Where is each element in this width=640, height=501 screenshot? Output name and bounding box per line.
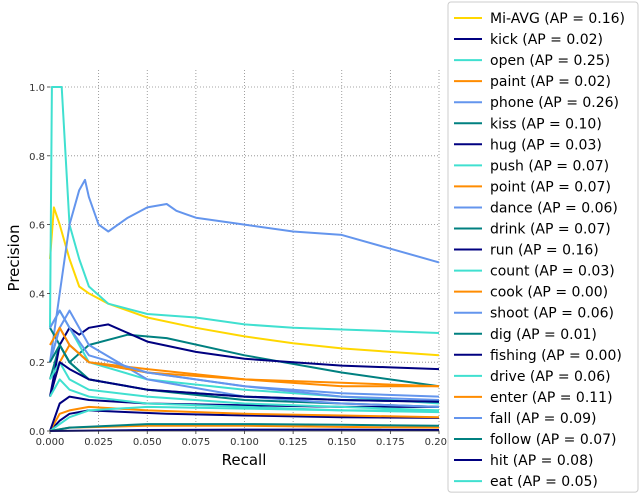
y-tick-label: 0.2 [29, 358, 45, 369]
legend-entry: phone (AP = 0.26) [490, 95, 619, 111]
series-line [49, 361, 440, 412]
legend-entry: open (AP = 0.25) [490, 53, 610, 69]
x-tick-label: 0.200 [425, 437, 454, 448]
series-line [49, 428, 440, 432]
legend-entry: count (AP = 0.03) [490, 264, 615, 280]
y-tick-label: 0.0 [29, 427, 45, 438]
series-line [49, 344, 440, 397]
legend-entry: dance (AP = 0.06) [490, 200, 618, 216]
x-tick-label: 0.125 [279, 437, 308, 448]
x-tick-label: 0.000 [36, 437, 65, 448]
x-tick-label: 0.150 [327, 437, 356, 448]
x-tick-label: 0.050 [133, 437, 162, 448]
legend-entry: fishing (AP = 0.00) [490, 348, 622, 364]
series-line [49, 309, 440, 408]
y-tick-label: 0.4 [29, 289, 45, 300]
series-line [49, 378, 440, 414]
series-line [49, 326, 439, 388]
legend-entry: kiss (AP = 0.10) [490, 116, 602, 132]
y-tick-label: 0.8 [29, 152, 45, 163]
series-line [49, 86, 440, 334]
x-tick-label: 0.075 [182, 437, 211, 448]
grid [50, 70, 440, 431]
y-axis-label: Precision [5, 225, 23, 292]
x-tick-label: 0.025 [84, 437, 113, 448]
legend-entry: kick (AP = 0.02) [490, 32, 603, 48]
legend-entry: hit (AP = 0.08) [490, 453, 593, 469]
legend-entry: Mi-AVG (AP = 0.16) [490, 11, 625, 27]
legend: Mi-AVG (AP = 0.16) kick (AP = 0.02) open (… [447, 1, 639, 493]
legend-entry: paint (AP = 0.02) [490, 74, 611, 90]
series-line [49, 409, 440, 432]
legend-entry: run (AP = 0.16) [490, 243, 599, 259]
legend-entry: shoot (AP = 0.06) [490, 306, 614, 322]
tick-labels: 0.000 0.025 0.050 0.075 0.100 0.125 0.150 0.175… [29, 83, 453, 448]
legend-box [447, 1, 639, 493]
series-line [49, 309, 440, 398]
y-tick-label: 1.0 [29, 83, 45, 94]
legend-entry: hug (AP = 0.03) [490, 137, 602, 153]
y-tick-label: 0.6 [29, 221, 45, 232]
legend-entry: drink (AP = 0.07) [490, 222, 611, 238]
axes [47, 86, 440, 434]
legend-entry: point (AP = 0.07) [490, 179, 611, 195]
legend-entry: push (AP = 0.07) [490, 158, 609, 174]
legend-entry: follow (AP = 0.07) [490, 432, 617, 448]
legend-entry: drive (AP = 0.06) [490, 369, 611, 385]
series-line [49, 423, 440, 432]
series-lines [49, 86, 440, 432]
legend-entry: fall (AP = 0.09) [490, 411, 596, 427]
series-line [49, 361, 440, 403]
x-axis-label: Recall [222, 451, 267, 469]
x-tick-label: 0.175 [376, 437, 405, 448]
legend-entry: eat (AP = 0.05) [490, 474, 598, 490]
series-line [49, 206, 440, 357]
legend-entry: cook (AP = 0.00) [490, 285, 608, 301]
x-tick-label: 0.100 [230, 437, 259, 448]
series-line [49, 178, 440, 363]
legend-entry: enter (AP = 0.11) [490, 390, 613, 406]
legend-entry: dig (AP = 0.01) [490, 327, 597, 343]
